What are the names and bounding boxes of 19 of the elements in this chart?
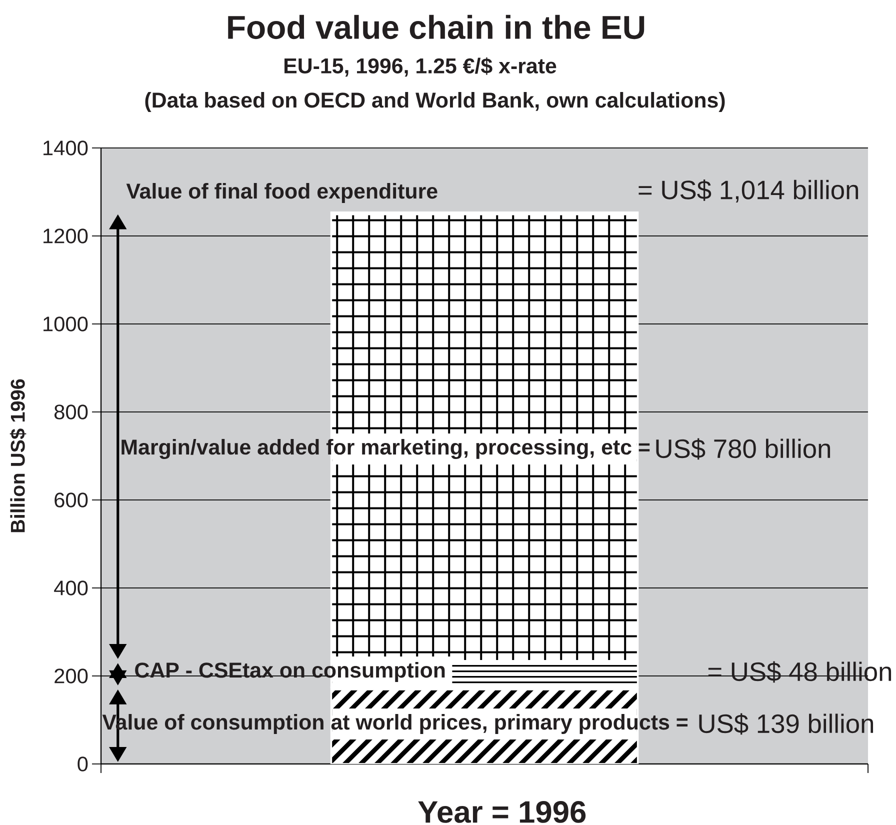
annotation: Margin/value added for marketing, processing, etc = <box>122 438 650 460</box>
chart-title: Food value chain in the EU <box>228 14 644 40</box>
y-tick-label: 0 <box>78 756 88 772</box>
y-tick-label: 400 <box>54 580 88 596</box>
y-tick-label: 800 <box>54 404 88 420</box>
annotation: = US$ 1,014 billion <box>638 180 858 202</box>
annotation: Value of final food expenditure <box>126 183 438 203</box>
y-tick-label: 1400 <box>44 140 88 156</box>
y-tick-label: 1000 <box>44 316 88 332</box>
annotation: US$ 139 billion <box>699 713 874 735</box>
y-tick-label: 600 <box>54 492 88 508</box>
annotation: CAP - CSEtax on consumption <box>135 662 445 682</box>
annotation: US$ 780 billion <box>656 438 830 460</box>
chart-subtitle: EU-15, 1996, 1.25 €/$ x-rate <box>284 57 556 77</box>
text: (Data based on OECD and World Bank, own calculations) <box>145 92 725 112</box>
y-tick-label: 1200 <box>44 228 88 244</box>
x-axis-title: Year = 1996 <box>418 801 586 823</box>
y-tick-label: 200 <box>54 668 88 684</box>
y-axis-title: Billion US$ 1996 <box>10 379 26 532</box>
